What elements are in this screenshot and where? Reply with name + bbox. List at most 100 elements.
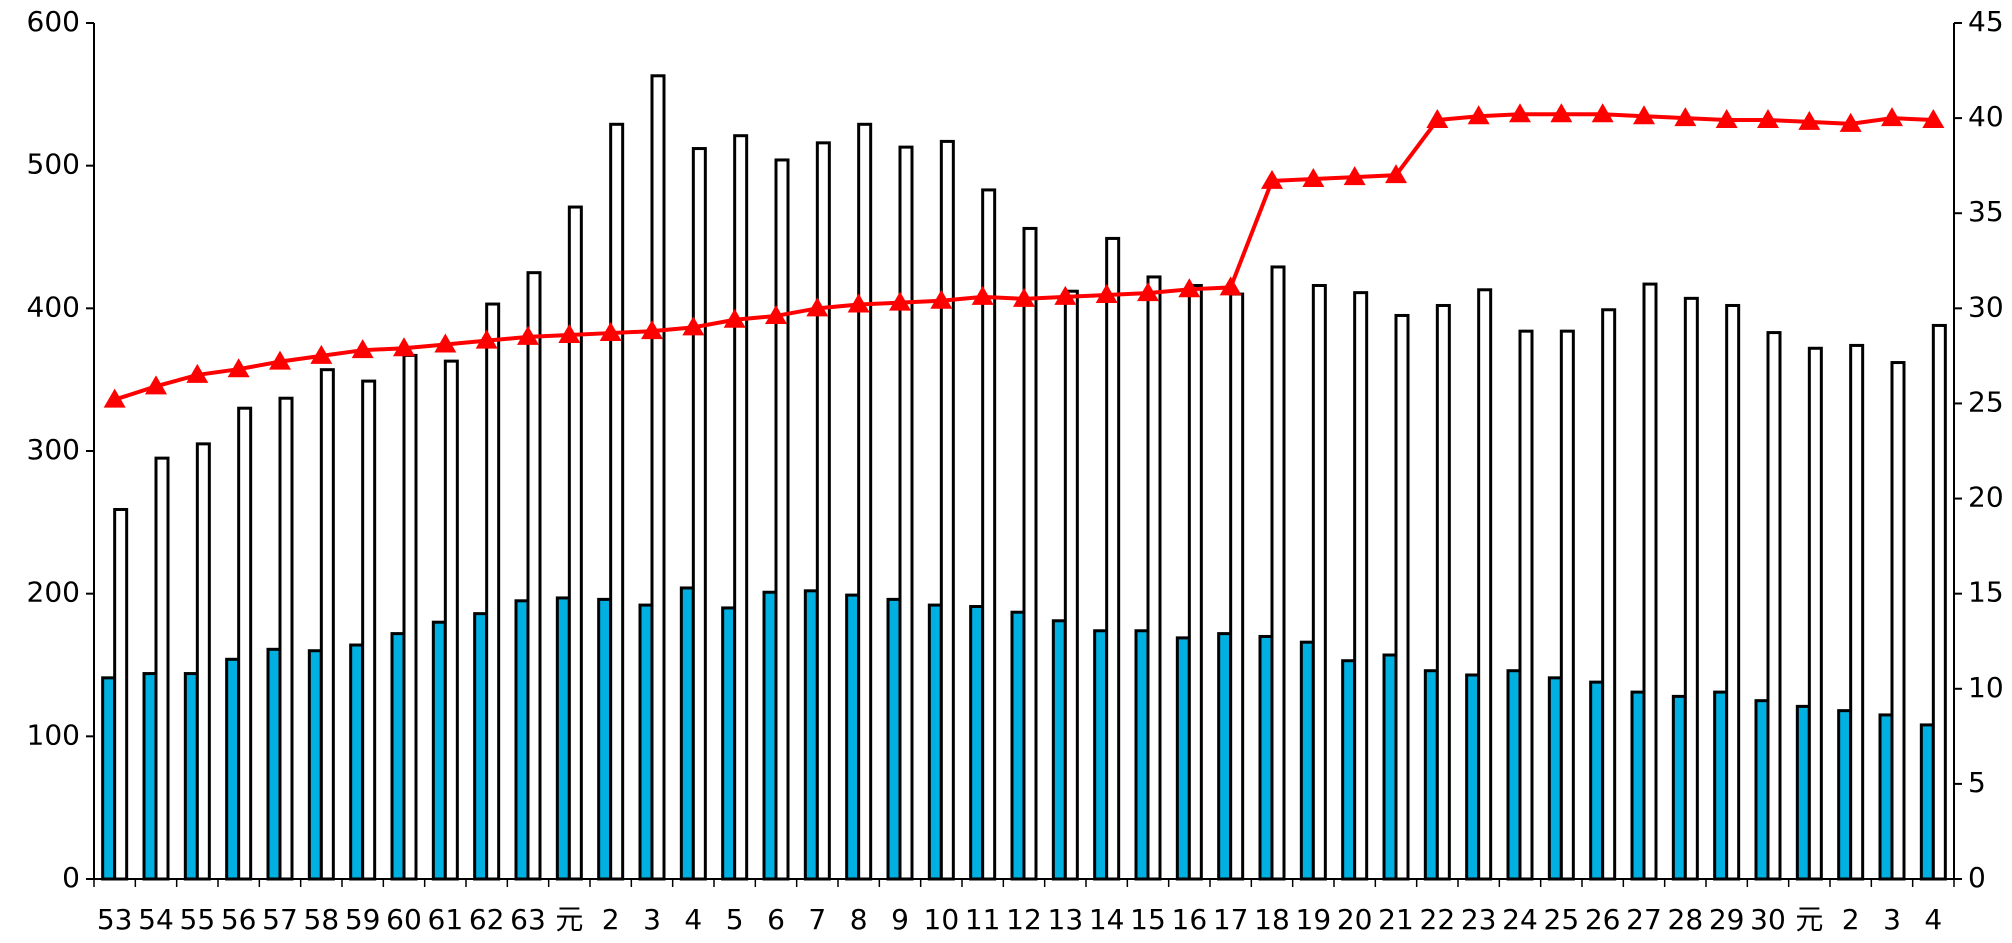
bar: [845, 593, 861, 881]
bar: [1175, 636, 1191, 881]
marker: [765, 304, 787, 324]
x-tick-label: 3: [643, 903, 661, 936]
x-tick-label: 17: [1213, 903, 1249, 936]
x-tick-label: 3: [1883, 903, 1901, 936]
bar: [1837, 709, 1853, 881]
bar: [473, 612, 489, 881]
marker: [475, 329, 498, 349]
bar: [1134, 629, 1150, 881]
x-tick-label: 30: [1750, 903, 1786, 936]
bar: [898, 145, 914, 881]
bar: [886, 597, 902, 881]
marker: [1426, 109, 1449, 129]
y-tick-label: 500: [27, 148, 80, 181]
bar: [402, 353, 418, 881]
bar: [390, 632, 406, 881]
bar: [1878, 713, 1894, 881]
y-tick-label: 300: [27, 433, 80, 466]
marker: [1839, 112, 1862, 132]
marker: [1261, 169, 1283, 189]
bar: [1217, 632, 1233, 881]
x-tick-label: 24: [1502, 903, 1538, 936]
bar: [1589, 680, 1605, 881]
x-tick-label: 7: [808, 903, 826, 936]
bar: [1353, 291, 1369, 881]
marker: [1674, 107, 1697, 127]
bar: [721, 606, 737, 881]
marker: [269, 350, 291, 370]
bar: [981, 188, 997, 881]
x-tick-label: 26: [1585, 903, 1621, 936]
y-tick-label: 400: [27, 290, 80, 323]
y2-tick-label: 0: [1968, 861, 1986, 894]
bar: [113, 507, 129, 881]
bar: [733, 134, 749, 881]
bar: [183, 672, 199, 881]
marker: [1550, 103, 1573, 123]
marker: [641, 320, 663, 340]
bar: [1642, 282, 1658, 881]
bar: [1919, 723, 1935, 881]
bar: [691, 147, 707, 881]
marker: [1881, 107, 1903, 127]
x-tick-label: 18: [1254, 903, 1290, 936]
marker: [1922, 109, 1945, 129]
x-tick-label: 6: [767, 903, 785, 936]
bar: [815, 141, 831, 881]
bar: [927, 603, 943, 881]
marker: [1798, 110, 1821, 130]
bar: [237, 406, 253, 881]
bar: [1766, 331, 1782, 881]
marker: [310, 344, 333, 364]
x-tick-label: 15: [1130, 903, 1166, 936]
bar: [1601, 308, 1617, 881]
bar: [1506, 669, 1522, 881]
x-tick-label: 23: [1461, 903, 1497, 936]
x-tick-label: 16: [1172, 903, 1208, 936]
marker: [1054, 285, 1077, 305]
y2-tick-label: 35: [1968, 195, 2004, 228]
marker: [1219, 276, 1242, 296]
x-tick-label: 59: [345, 903, 381, 936]
bar: [361, 379, 377, 881]
bar: [1105, 236, 1121, 881]
marker: [1013, 287, 1035, 307]
marker: [930, 289, 953, 309]
bar: [307, 649, 323, 881]
y2-tick-label: 30: [1968, 290, 2004, 323]
bar: [609, 122, 625, 881]
bar: [803, 589, 819, 881]
marker: [186, 363, 209, 383]
bar: [1931, 323, 1947, 881]
bar: [101, 676, 117, 881]
marker: [227, 358, 250, 378]
bar: [1010, 610, 1026, 881]
marker: [599, 322, 622, 342]
y2-tick-label: 45: [1968, 5, 2004, 38]
x-tick-label: 14: [1089, 903, 1125, 936]
x-tick-label: 60: [386, 903, 422, 936]
bar: [1423, 669, 1439, 881]
bar: [1630, 690, 1646, 881]
marker: [889, 291, 911, 311]
x-tick-label: 11: [965, 903, 1001, 936]
marker: [103, 388, 126, 408]
x-tick-label: 元: [1795, 903, 1823, 936]
marker: [1343, 166, 1366, 186]
y2-tick-label: 10: [1968, 671, 2004, 704]
y-tick-label: 200: [27, 576, 80, 609]
bar: [1051, 619, 1067, 881]
x-tick-label: 57: [262, 903, 298, 936]
bar: [1671, 694, 1687, 881]
bar: [1547, 676, 1563, 881]
bar: [514, 599, 530, 881]
x-tick-label: 55: [180, 903, 216, 936]
marker: [351, 339, 374, 359]
x-tick-label: 62: [469, 903, 505, 936]
x-tick-label: 4: [1924, 903, 1942, 936]
bar: [857, 122, 873, 881]
bar: [1299, 640, 1315, 881]
y2-tick-label: 15: [1968, 576, 2004, 609]
x-tick-label: 10: [924, 903, 960, 936]
